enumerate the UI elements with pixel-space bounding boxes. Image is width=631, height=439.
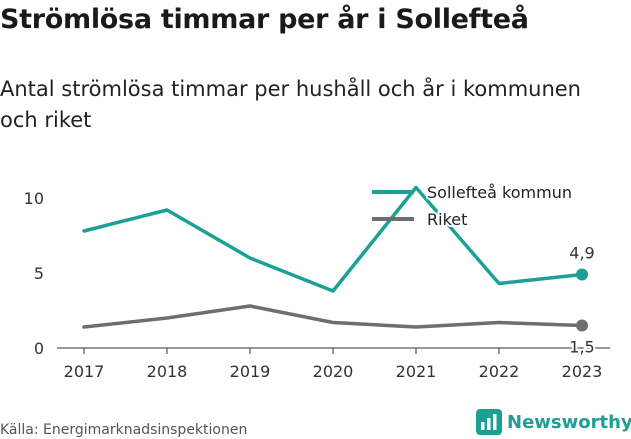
legend-label: Sollefteå kommun <box>427 183 572 202</box>
end-point <box>576 319 588 332</box>
y-tick-label: 5 <box>34 264 44 283</box>
series-line <box>82 304 584 329</box>
source-note: Källa: Energimarknadsinspektionen <box>0 422 248 438</box>
bar-chart-icon <box>476 409 502 435</box>
legend-label: Riket <box>427 210 467 229</box>
newsworthy-logo: Newsworthy <box>476 409 631 435</box>
x-tick-label: 2017 <box>64 362 105 381</box>
x-tick-label: 2020 <box>313 362 354 381</box>
x-tick-label: 2018 <box>147 362 188 381</box>
axes: 0 5 10 2017 2018 2019 2020 2021 2022 2023 <box>24 189 610 381</box>
series-group <box>82 185 588 332</box>
end-point <box>576 268 588 281</box>
legend: Sollefteå kommun Riket <box>372 181 574 231</box>
x-tick-label: 2023 <box>562 362 603 381</box>
x-tick-label: 2019 <box>230 362 271 381</box>
end-value-label: 4,9 <box>569 244 594 263</box>
chart-title: Strömlösa timmar per år i Sollefteå <box>0 4 529 35</box>
end-labels: 4,9 1,5 <box>567 244 596 359</box>
y-tick-label: 10 <box>24 189 44 208</box>
y-tick-label: 0 <box>34 339 44 358</box>
series-line <box>82 185 584 293</box>
x-tick-label: 2022 <box>479 362 520 381</box>
x-tick-label: 2021 <box>396 362 437 381</box>
end-value-label: 1,5 <box>569 338 594 357</box>
logo-text: Newsworthy <box>507 411 631 433</box>
chart-subtitle: Antal strömlösa timmar per hushåll och å… <box>0 77 581 132</box>
